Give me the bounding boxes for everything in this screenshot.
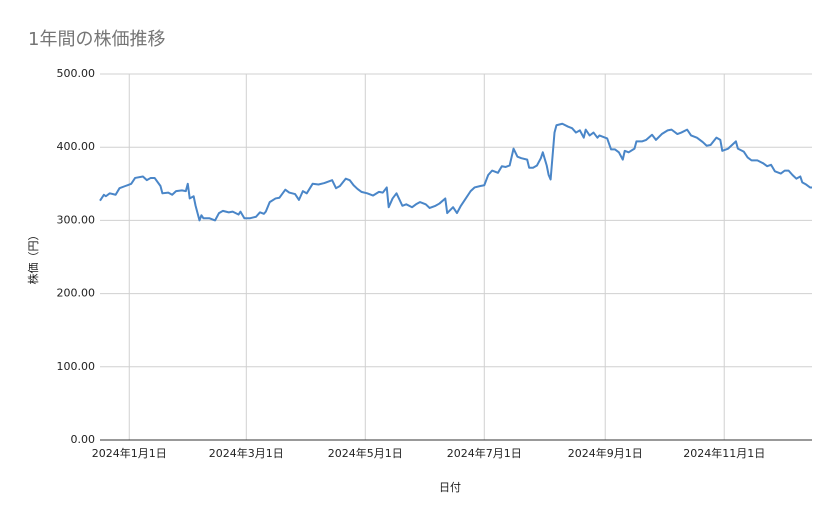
chart-title: 1年間の株価推移 xyxy=(28,29,165,50)
x-axis-label: 日付 xyxy=(439,481,461,494)
x-tick-label: 2024年3月1日 xyxy=(209,446,284,460)
y-tick-label: 0.00 xyxy=(71,433,96,446)
x-tick-label: 2024年11月1日 xyxy=(683,446,765,460)
y-tick-label: 400.00 xyxy=(57,140,96,153)
x-tick-label: 2024年7月1日 xyxy=(447,446,522,460)
data-line xyxy=(99,122,812,222)
y-tick-label: 300.00 xyxy=(57,213,96,226)
y-tick-label: 200.00 xyxy=(57,287,96,300)
y-tick-label: 500.00 xyxy=(57,67,96,80)
y-axis-label: 株価（円） xyxy=(26,230,40,285)
y-tick-label: 100.00 xyxy=(57,360,96,373)
x-tick-label: 2024年9月1日 xyxy=(568,446,643,460)
x-tick-label: 2024年1月1日 xyxy=(92,446,167,460)
x-tick-label: 2024年5月1日 xyxy=(328,446,403,460)
